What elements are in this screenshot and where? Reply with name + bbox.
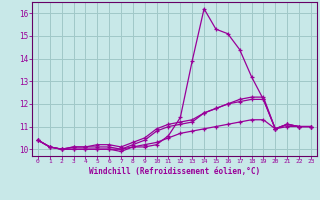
X-axis label: Windchill (Refroidissement éolien,°C): Windchill (Refroidissement éolien,°C): [89, 167, 260, 176]
